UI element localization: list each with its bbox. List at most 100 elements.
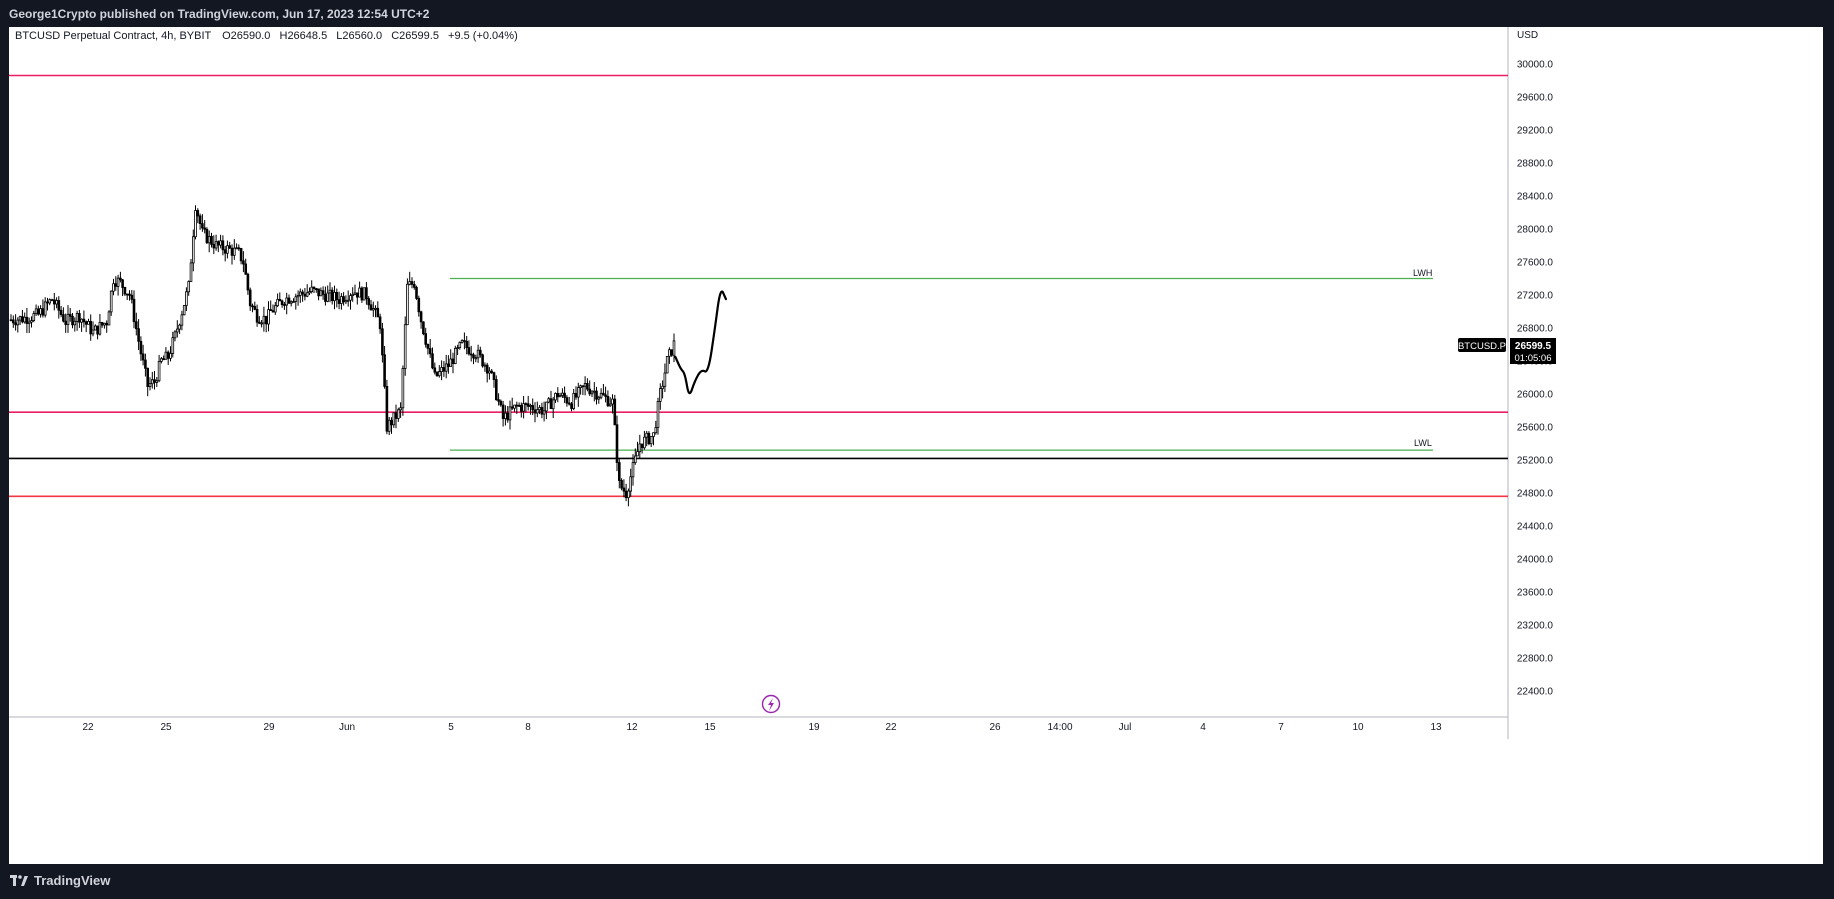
candle <box>175 320 179 338</box>
candle <box>577 382 580 407</box>
candle <box>424 327 427 348</box>
candle <box>417 295 421 317</box>
candle <box>453 345 457 365</box>
candle <box>615 415 619 472</box>
candle <box>483 362 487 372</box>
price-tick: 28400.0 <box>1517 192 1554 203</box>
time-tick: 19 <box>808 722 820 733</box>
candle <box>385 379 389 435</box>
candle <box>230 244 234 265</box>
price-tick: 24400.0 <box>1517 522 1554 533</box>
candle <box>321 286 325 300</box>
candle <box>75 310 79 331</box>
candle <box>207 230 211 253</box>
candle <box>538 405 541 415</box>
candle <box>239 247 243 265</box>
last-price-label: BTCUSD.P 26599.5 01:05:06 <box>1458 338 1556 364</box>
candle <box>264 315 268 333</box>
time-axis[interactable]: 22 25 29 Jun 5 8 12 15 19 22 26 14:00 Jul 4 7 10 13 <box>82 722 1442 733</box>
candle <box>579 384 582 395</box>
price-axis[interactable]: 30000.0 29600.0 29200.0 28800.0 28400.0 28000… <box>1517 60 1554 698</box>
candle <box>317 288 320 301</box>
candle <box>488 367 491 380</box>
candle <box>228 241 232 249</box>
candle <box>529 403 532 415</box>
candle <box>314 287 318 293</box>
time-tick: 29 <box>263 722 275 733</box>
lightning-icon[interactable] <box>761 694 781 714</box>
legend-open: O26590.0 <box>222 30 270 42</box>
candle <box>180 310 184 331</box>
candle <box>485 362 489 383</box>
candle <box>59 306 63 318</box>
price-badge <box>1510 338 1556 364</box>
candles-layer <box>9 205 676 507</box>
candle <box>497 393 500 406</box>
chart-area[interactable]: BTCUSD Perpetual Contract, 4h, BYBIT O26… <box>9 27 1823 864</box>
candle <box>305 284 309 298</box>
candle <box>501 400 505 427</box>
legend-symbol: BTCUSD Perpetual Contract, 4h, BYBIT <box>15 30 212 42</box>
candle <box>442 361 446 377</box>
candle <box>506 406 509 423</box>
price-tick: 30000.0 <box>1517 60 1554 71</box>
candle <box>449 349 452 367</box>
legend: BTCUSD Perpetual Contract, 4h, BYBIT O26… <box>15 30 518 42</box>
price-tick: 24800.0 <box>1517 489 1554 500</box>
candle <box>531 398 534 416</box>
candle <box>27 317 31 333</box>
candle <box>561 388 564 398</box>
candle <box>203 220 207 234</box>
candle <box>160 357 163 364</box>
price-tick: 27600.0 <box>1517 258 1554 269</box>
candle <box>659 383 662 410</box>
candle <box>371 301 375 317</box>
candle <box>510 397 514 410</box>
candle <box>522 396 525 419</box>
candle <box>30 316 33 328</box>
candle <box>16 317 20 333</box>
footer-bar: TradingView <box>0 864 1834 899</box>
candle <box>652 432 655 446</box>
candle <box>271 304 275 313</box>
candle <box>260 320 263 328</box>
candle <box>408 271 411 286</box>
candle <box>490 369 493 374</box>
price-chart[interactable]: BTCUSD Perpetual Contract, 4h, BYBIT O26… <box>9 27 1823 864</box>
time-tick: 8 <box>525 722 531 733</box>
candle <box>572 389 575 411</box>
candle <box>280 299 284 308</box>
candle <box>524 402 528 413</box>
candle <box>34 304 38 316</box>
legend-change: +9.5 (+0.04%) <box>448 30 518 42</box>
publish-info: George1Crypto published on TradingView.c… <box>9 7 430 21</box>
candle <box>150 371 154 389</box>
candle <box>173 330 177 342</box>
candle <box>634 448 637 465</box>
time-tick: 25 <box>160 722 172 733</box>
candle <box>604 386 607 403</box>
candle <box>57 296 61 319</box>
candle <box>89 314 93 341</box>
candle <box>406 278 409 326</box>
candle <box>463 332 466 350</box>
candle <box>545 401 548 420</box>
candle <box>567 396 571 406</box>
candle <box>289 300 293 307</box>
candle <box>526 395 530 411</box>
candle <box>283 302 286 310</box>
price-tick: 26000.0 <box>1517 390 1554 401</box>
candle <box>221 235 225 256</box>
candle <box>492 371 496 388</box>
candle <box>588 380 591 396</box>
candle <box>308 287 311 295</box>
price-tick: 23200.0 <box>1517 621 1554 632</box>
tradingview-logo[interactable]: TradingView <box>10 873 110 888</box>
candle <box>558 392 562 398</box>
candle <box>399 402 402 418</box>
price-tick: 27200.0 <box>1517 291 1554 302</box>
candle <box>82 310 86 328</box>
candle <box>109 290 113 316</box>
candle <box>112 278 115 296</box>
time-tick: 5 <box>448 722 454 733</box>
